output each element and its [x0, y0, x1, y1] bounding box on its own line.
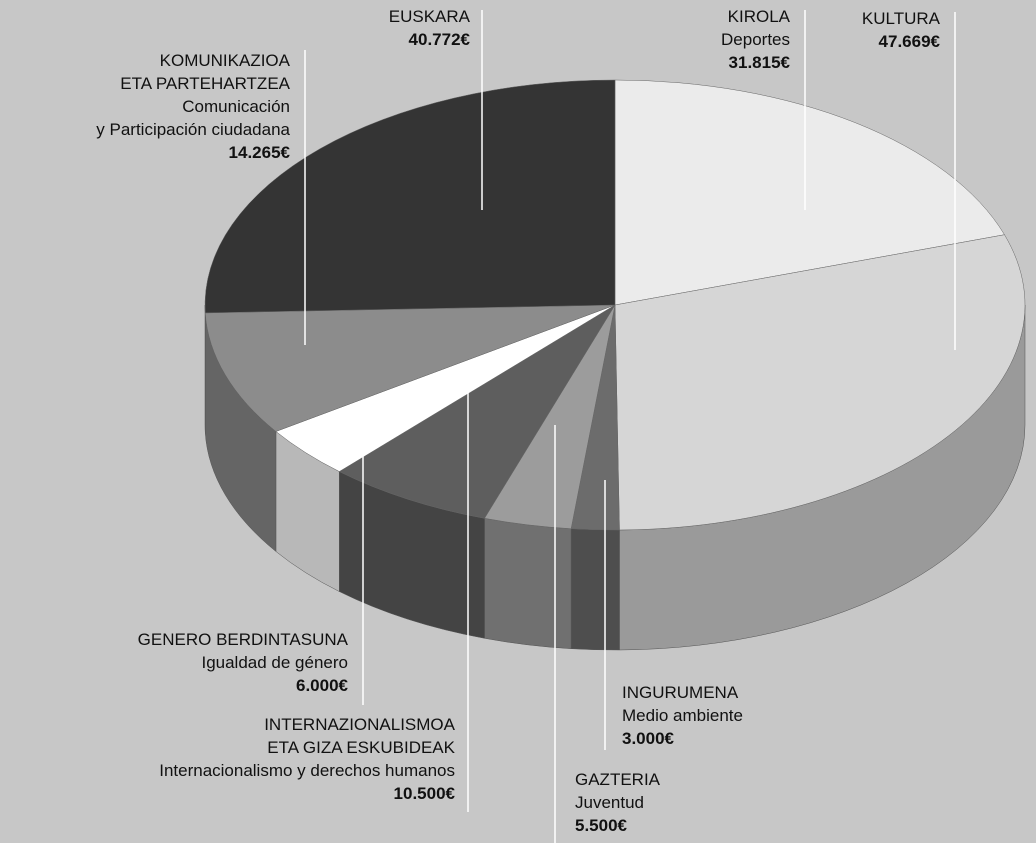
- translation-label: Medio ambiente: [622, 706, 743, 725]
- pie-slice: [614, 234, 1026, 531]
- category-label: ETA GIZA ESKUBIDEAK: [267, 738, 455, 757]
- pie-slice: [338, 304, 616, 519]
- value-label: 47.669€: [879, 32, 941, 51]
- value-label: 31.815€: [729, 53, 791, 72]
- category-label: KOMUNIKAZIOA: [160, 51, 291, 70]
- category-label: INTERNAZIONALISMOA: [264, 715, 455, 734]
- category-label: KULTURA: [862, 9, 941, 28]
- translation-label: Internacionalismo y derechos humanos: [159, 761, 455, 780]
- translation-label: Juventud: [575, 793, 644, 812]
- value-label: 6.000€: [296, 676, 349, 695]
- value-label: 5.500€: [575, 816, 628, 835]
- category-label: EUSKARA: [389, 7, 471, 26]
- value-label: 10.500€: [394, 784, 456, 803]
- value-label: 14.265€: [229, 143, 291, 162]
- category-label: ETA PARTEHARTZEA: [120, 74, 290, 93]
- category-label: GAZTERIA: [575, 770, 661, 789]
- category-label: GENERO BERDINTASUNA: [138, 630, 349, 649]
- pie-slice: [614, 79, 1005, 306]
- pie-slice: [204, 304, 616, 432]
- category-label: KIROLA: [728, 7, 791, 26]
- value-label: 3.000€: [622, 729, 675, 748]
- pie-side: [484, 517, 572, 649]
- pie-side: [570, 528, 620, 651]
- value-label: 40.772€: [409, 30, 471, 49]
- translation-label: Igualdad de género: [201, 653, 348, 672]
- category-label: INGURUMENA: [622, 683, 739, 702]
- pie-slice: [204, 79, 616, 314]
- translation-label: Comunicación: [182, 97, 290, 116]
- translation-label: y Participación ciudadana: [96, 120, 290, 139]
- translation-label: Deportes: [721, 30, 790, 49]
